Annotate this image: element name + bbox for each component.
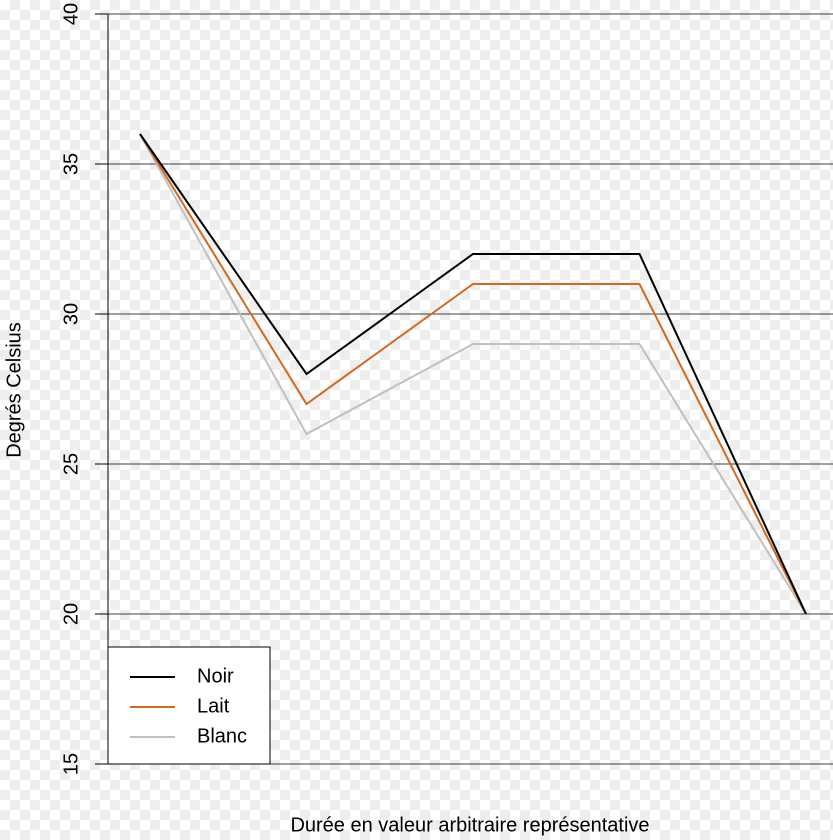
y-tick-label: 20 [60,603,82,625]
legend-label: Lait [197,695,230,717]
y-axis-label: Degrés Celsius [3,322,25,458]
y-tick-label: 15 [60,753,82,775]
legend-label: Noir [197,665,234,687]
legend-label: Blanc [197,725,247,747]
y-tick-label: 30 [60,303,82,325]
line-series [139,133,807,615]
line-series [139,133,807,615]
x-axis-label: Durée en valeur arbitraire représentativ… [290,814,649,836]
line-series [139,133,807,615]
y-tick-label: 35 [60,153,82,175]
legend-box [107,646,271,765]
y-tick-label: 40 [60,3,82,25]
y-tick-label: 25 [60,453,82,475]
